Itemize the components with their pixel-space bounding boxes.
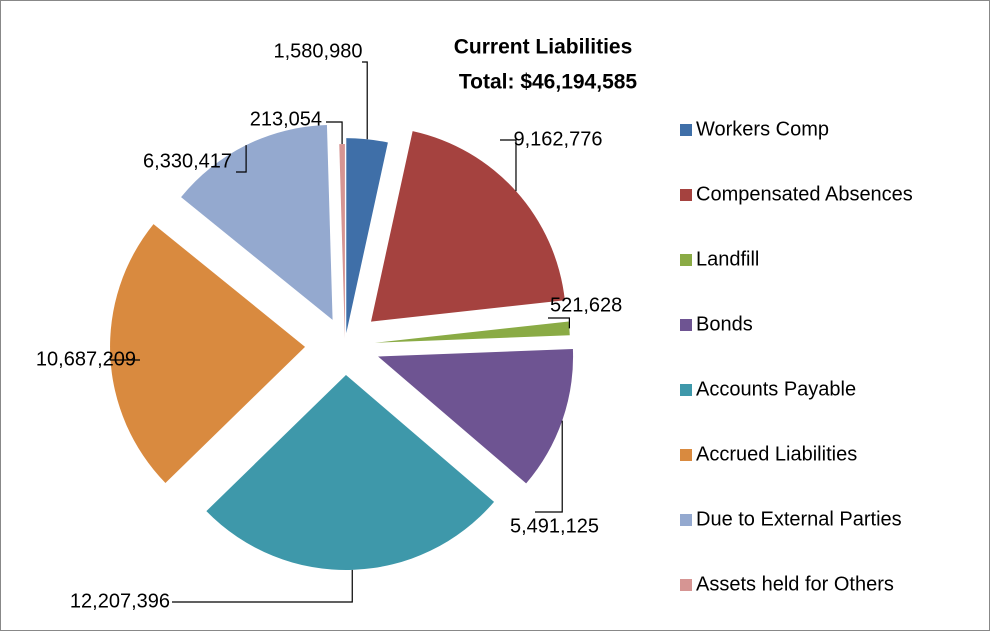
legend-swatch [680,449,692,461]
data-label: 9,162,776 [514,128,603,150]
legend-label: Accounts Payable [696,378,856,400]
legend-label: Workers Comp [696,118,829,140]
chart-title: Current Liabilities [454,36,633,59]
legend-label: Due to External Parties [696,508,902,530]
pie-slice [378,348,574,484]
pie-slice [181,124,333,320]
data-label: 6,330,417 [143,150,232,172]
legend-swatch [680,189,692,201]
legend-swatch [680,579,692,591]
legend-label: Accrued Liabilities [696,443,857,465]
data-label: 10,687,209 [36,348,136,370]
data-label: 1,580,980 [274,40,363,62]
data-label: 213,054 [250,108,322,130]
pie-slice [374,321,570,343]
legend-swatch [680,384,692,396]
legend-label: Landfill [696,248,759,270]
legend-label: Assets held for Others [696,573,894,595]
pie-slice [206,374,495,570]
leader-line [535,420,563,513]
pie-slice [110,224,306,483]
leader-line [236,145,247,173]
legend-swatch [680,514,692,526]
legend-swatch [680,124,692,136]
leader-line [109,355,140,361]
legend-swatch [680,319,692,331]
chart-subtitle: Total: $46,194,585 [459,71,638,94]
leader-line [172,569,353,603]
legend-label: Bonds [696,313,753,335]
leader-line [326,121,343,145]
pie-slice [371,131,565,322]
data-label: 521,628 [550,294,622,316]
legend-swatch [680,254,692,266]
data-label: 5,491,125 [510,515,599,537]
leader-line [548,317,570,329]
leader-line [362,61,368,140]
legend-label: Compensated Absences [696,183,913,205]
pie-slice [339,144,345,340]
data-label: 12,207,396 [70,590,170,612]
pie-slice [346,138,388,334]
leader-line [500,139,517,192]
